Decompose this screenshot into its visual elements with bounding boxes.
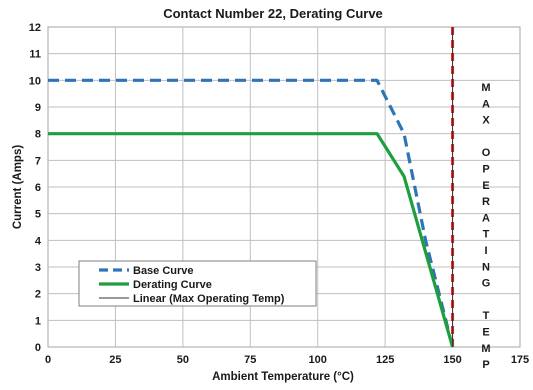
derating-curve-line bbox=[48, 132, 455, 348]
x-tick-label: 125 bbox=[376, 354, 394, 366]
annotation-letter: T bbox=[483, 310, 490, 322]
y-tick-label: 10 bbox=[29, 75, 41, 87]
annotation-letter: P bbox=[482, 164, 489, 176]
y-tick-label: 6 bbox=[35, 182, 41, 194]
x-tick-label: 100 bbox=[309, 354, 327, 366]
annotation-letter: R bbox=[482, 196, 490, 208]
x-tick-label: 50 bbox=[177, 354, 189, 366]
annotation-letter: M bbox=[481, 343, 490, 355]
y-tick-label: 8 bbox=[35, 129, 41, 141]
x-tick-label: 175 bbox=[511, 354, 529, 366]
y-tick-label: 4 bbox=[35, 235, 42, 247]
x-axis-title: Ambient Temperature (°C) bbox=[212, 371, 354, 383]
annotation-letter: E bbox=[482, 180, 489, 192]
annotation-letter: X bbox=[482, 115, 490, 127]
annotation-letter: P bbox=[482, 359, 489, 371]
annotation-letter: A bbox=[482, 212, 490, 224]
series-lines bbox=[48, 27, 455, 348]
y-axis-title: Current (Amps) bbox=[12, 145, 24, 230]
x-tick-label: 75 bbox=[244, 354, 256, 366]
y-tick-label: 11 bbox=[29, 49, 41, 61]
annotation-letter: A bbox=[482, 98, 490, 110]
y-tick-label: 3 bbox=[35, 262, 41, 274]
annotation-letter: G bbox=[482, 278, 491, 290]
y-tick-label: 9 bbox=[35, 102, 41, 114]
y-tick-label: 2 bbox=[35, 289, 41, 301]
x-tick-label: 150 bbox=[443, 354, 461, 366]
legend: Base Curve Derating Curve Linear (Max Oper… bbox=[78, 260, 317, 307]
annotation-letter: M bbox=[481, 82, 490, 94]
y-tick-label: 0 bbox=[35, 342, 41, 354]
y-tick-label: 12 bbox=[29, 22, 41, 34]
legend-label: Derating Curve bbox=[133, 279, 212, 291]
legend-label: Base Curve bbox=[133, 265, 194, 277]
y-tick-label: 5 bbox=[35, 209, 41, 221]
annotation-letter: E bbox=[482, 327, 489, 339]
base-curve-line bbox=[48, 78, 455, 348]
chart-title: Contact Number 22, Derating Curve bbox=[163, 6, 383, 21]
legend-label: Linear (Max Operating Temp) bbox=[133, 293, 285, 305]
annotation-letter: I bbox=[484, 245, 487, 257]
y-tick-label: 7 bbox=[35, 155, 41, 167]
annotation-letter: T bbox=[483, 229, 490, 241]
annotation-letter: N bbox=[482, 261, 490, 273]
x-tick-label: 0 bbox=[45, 354, 51, 366]
annotation-letter: O bbox=[482, 147, 491, 159]
y-tick-label: 1 bbox=[35, 315, 41, 327]
x-tick-label: 25 bbox=[109, 354, 121, 366]
